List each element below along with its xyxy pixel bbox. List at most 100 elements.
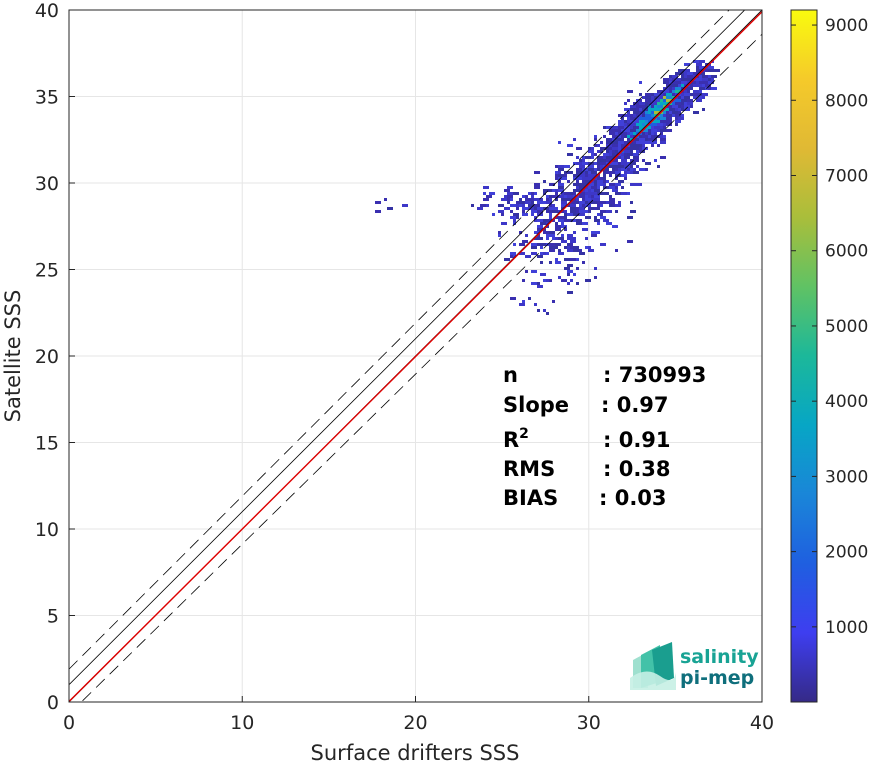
density-cell: [684, 105, 690, 108]
density-cell: [651, 114, 654, 117]
density-cell: [579, 192, 585, 195]
density-cell: [567, 282, 570, 285]
density-cell: [642, 129, 648, 132]
density-cell: [603, 168, 609, 171]
density-cell: [612, 156, 615, 159]
line-lower-envelope: [80, 33, 762, 702]
density-cell: [522, 213, 528, 216]
density-cell: [561, 222, 564, 225]
density-cell: [600, 204, 603, 207]
density-cell: [558, 228, 561, 231]
density-cell: [573, 249, 579, 252]
density-cell: [618, 120, 621, 123]
density-cell: [651, 141, 657, 144]
density-cell: [597, 177, 603, 180]
density-cell: [375, 210, 381, 213]
density-cell: [696, 69, 699, 72]
density-cell: [606, 138, 609, 141]
density-cell: [675, 72, 681, 75]
density-cell: [558, 186, 564, 189]
density-cell: [546, 234, 552, 237]
density-cell: [579, 183, 582, 186]
density-cell: [666, 129, 672, 132]
density-cell: [558, 276, 561, 279]
density-cell: [594, 171, 597, 174]
density-cell: [543, 180, 546, 183]
density-cell: [603, 126, 606, 129]
density-cell: [591, 189, 594, 192]
density-cell: [534, 231, 540, 234]
density-cell: [633, 171, 639, 174]
density-cell: [480, 204, 486, 207]
density-cell: [570, 246, 573, 249]
density-cell: [519, 303, 525, 306]
density-cell: [549, 198, 552, 201]
density-cell: [675, 87, 681, 90]
density-cell: [696, 81, 699, 84]
density-cell: [549, 204, 552, 207]
density-cell: [648, 114, 651, 117]
density-cell: [672, 105, 678, 108]
density-cell: [558, 174, 564, 177]
density-cell: [543, 219, 549, 222]
density-cell: [678, 84, 681, 87]
density-cell: [561, 216, 564, 219]
density-cell: [555, 228, 558, 231]
density-cell: [543, 192, 546, 195]
density-cell: [579, 204, 582, 207]
density-cell: [615, 177, 618, 180]
density-cell: [609, 174, 612, 177]
density-cell: [549, 279, 552, 282]
stat-value: : 0.03: [599, 486, 667, 510]
density-cell: [582, 198, 585, 201]
density-cell: [561, 207, 564, 210]
density-cell: [666, 117, 669, 120]
density-cell: [558, 171, 561, 174]
density-cell: [597, 231, 600, 234]
density-cell: [666, 96, 672, 99]
density-cell: [660, 117, 666, 120]
density-cell: [621, 117, 624, 120]
density-cell: [555, 174, 558, 177]
density-cell: [660, 114, 663, 117]
density-cell: [639, 102, 645, 105]
density-cell: [675, 93, 678, 96]
density-cell: [603, 147, 606, 150]
density-cell: [636, 159, 639, 162]
density-cell: [597, 186, 600, 189]
density-cell: [648, 129, 651, 132]
density-cell: [525, 201, 531, 204]
y-tick-label: 0: [47, 692, 59, 714]
density-cell: [675, 99, 681, 102]
density-cell: [666, 84, 669, 87]
density-cell: [696, 90, 699, 93]
density-cell: [552, 246, 558, 249]
density-cell: [558, 183, 564, 186]
density-cell: [630, 129, 633, 132]
density-cell: [672, 75, 678, 78]
density-cell: [549, 207, 555, 210]
density-cell: [603, 180, 606, 183]
stat-label: n: [503, 363, 518, 387]
density-cell: [573, 213, 579, 216]
density-cell: [546, 201, 552, 204]
density-cell: [552, 204, 555, 207]
density-cell: [606, 210, 612, 213]
density-cell: [636, 123, 642, 126]
density-cell: [618, 126, 624, 129]
density-cell: [699, 66, 705, 69]
density-cell: [630, 108, 636, 111]
density-cell: [630, 147, 633, 150]
density-cell: [627, 141, 630, 144]
density-cell: [600, 159, 606, 162]
density-cell: [627, 150, 630, 153]
density-cell: [609, 186, 615, 189]
density-cell: [522, 207, 528, 210]
density-cell: [687, 72, 693, 75]
density-cell: [660, 132, 663, 135]
density-cell: [516, 204, 519, 207]
density-cell: [546, 237, 549, 240]
density-cell: [489, 192, 495, 195]
density-cell: [627, 240, 633, 243]
density-cell: [579, 249, 582, 252]
